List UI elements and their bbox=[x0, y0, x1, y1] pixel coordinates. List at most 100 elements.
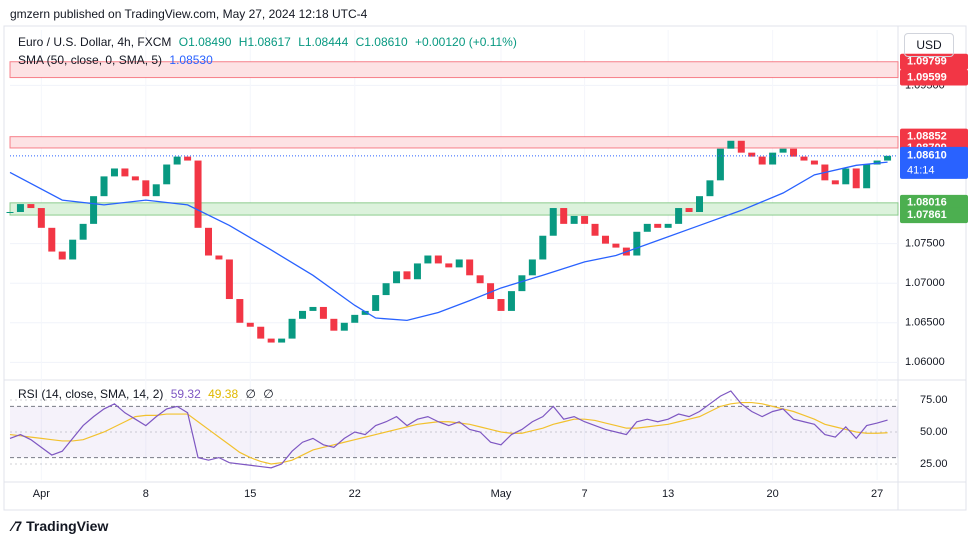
countdown: 41:14 bbox=[907, 165, 935, 177]
candle bbox=[779, 148, 787, 153]
candle bbox=[257, 326, 265, 339]
candle bbox=[163, 164, 171, 185]
symbol-legend: Euro / U.S. Dollar, 4h, FXCM O1.08490 H1… bbox=[18, 35, 521, 49]
zone-price-label: 1.08852 bbox=[907, 131, 947, 143]
x-tick-label: 20 bbox=[767, 488, 779, 500]
candle bbox=[831, 180, 839, 185]
symbol: Euro / U.S. Dollar, 4h, FXCM bbox=[18, 35, 172, 49]
rsi-tick-label: 75.00 bbox=[920, 394, 948, 406]
candle bbox=[434, 255, 442, 264]
rsi-na: ∅ bbox=[245, 387, 256, 401]
candle bbox=[361, 310, 369, 315]
candle bbox=[152, 184, 160, 197]
rsi-legend: RSI (14, close, SMA, 14, 2) 59.32 49.38 … bbox=[18, 387, 278, 401]
candle bbox=[330, 318, 338, 331]
candle bbox=[131, 176, 139, 181]
zone-price-box bbox=[900, 53, 968, 70]
candle bbox=[612, 243, 620, 248]
candle bbox=[267, 338, 275, 343]
candle bbox=[497, 299, 505, 311]
candle bbox=[560, 208, 568, 224]
candle bbox=[549, 208, 557, 236]
rsi-ma-value: 49.38 bbox=[208, 387, 239, 401]
rsi-na: ∅ bbox=[263, 387, 274, 401]
brand-name: TradingView bbox=[26, 518, 109, 534]
zone-price-box bbox=[900, 194, 968, 211]
y-tick-label: 1.07000 bbox=[905, 277, 945, 289]
candle bbox=[455, 259, 463, 268]
zone bbox=[9, 61, 899, 79]
sma-name: SMA (50, close, 0, SMA, 5) bbox=[18, 53, 163, 67]
candle bbox=[790, 148, 798, 157]
candle bbox=[27, 204, 35, 209]
x-tick-label: 13 bbox=[662, 488, 674, 500]
candle bbox=[142, 180, 150, 197]
candle bbox=[643, 223, 651, 232]
candle bbox=[6, 211, 14, 213]
candle bbox=[340, 322, 348, 331]
rsi-name: RSI (14, close, SMA, 14, 2) bbox=[18, 387, 164, 401]
candle bbox=[372, 295, 380, 311]
candle bbox=[581, 215, 589, 224]
rsi-band bbox=[10, 406, 898, 458]
last-price-box bbox=[900, 146, 968, 179]
zone-price-box bbox=[900, 207, 968, 224]
candle bbox=[800, 156, 808, 161]
zone-price-label: 1.07861 bbox=[907, 209, 947, 221]
x-tick-label: 8 bbox=[143, 488, 149, 500]
zone-price-label: 1.09799 bbox=[907, 56, 947, 68]
candle bbox=[570, 215, 578, 224]
candle bbox=[79, 223, 87, 240]
candle bbox=[654, 223, 662, 228]
candle bbox=[539, 235, 547, 260]
candle bbox=[278, 338, 286, 343]
currency-button[interactable]: USD bbox=[904, 33, 954, 57]
candle bbox=[184, 156, 192, 161]
candle bbox=[100, 176, 108, 197]
zone-price-label: 1.09599 bbox=[907, 71, 947, 83]
candle bbox=[309, 306, 317, 311]
candle bbox=[69, 239, 77, 260]
candle bbox=[591, 223, 599, 236]
candle bbox=[476, 275, 484, 284]
candle bbox=[528, 259, 536, 276]
candle bbox=[236, 299, 244, 323]
x-tick-label: 15 bbox=[244, 488, 256, 500]
candle bbox=[466, 259, 474, 276]
candle bbox=[58, 251, 66, 260]
zone-price-label: 1.08016 bbox=[907, 197, 947, 209]
y-tick-label: 1.07500 bbox=[905, 238, 945, 250]
candle bbox=[319, 306, 327, 319]
candle bbox=[246, 322, 254, 327]
candle bbox=[696, 196, 704, 212]
candle bbox=[445, 263, 453, 268]
rsi-value: 59.32 bbox=[170, 387, 201, 401]
candle bbox=[810, 160, 818, 165]
x-tick-label: Apr bbox=[33, 488, 50, 500]
brand: ⁄7 TradingView bbox=[12, 518, 108, 534]
candle bbox=[90, 196, 98, 224]
candle bbox=[215, 255, 223, 260]
sma-value: 1.08530 bbox=[169, 53, 213, 67]
publisher: gmzern published on TradingView.com, May… bbox=[10, 7, 368, 21]
low: L1.08444 bbox=[298, 35, 349, 49]
candle bbox=[48, 227, 56, 252]
candle bbox=[716, 148, 724, 181]
candle bbox=[518, 275, 526, 292]
candle bbox=[204, 227, 212, 256]
candle bbox=[737, 140, 745, 153]
candle bbox=[842, 168, 850, 185]
candle bbox=[852, 168, 860, 189]
x-tick-label: May bbox=[491, 488, 512, 500]
candle bbox=[873, 160, 881, 165]
candle bbox=[16, 204, 24, 212]
zone bbox=[9, 202, 899, 216]
zone-price-box bbox=[900, 69, 968, 86]
logo: ⁄7 bbox=[12, 518, 23, 534]
x-tick-label: 27 bbox=[871, 488, 883, 500]
y-tick-label: 1.06500 bbox=[905, 317, 945, 329]
candle bbox=[393, 271, 401, 284]
sma-legend: SMA (50, close, 0, SMA, 5) 1.08530 bbox=[18, 53, 217, 67]
